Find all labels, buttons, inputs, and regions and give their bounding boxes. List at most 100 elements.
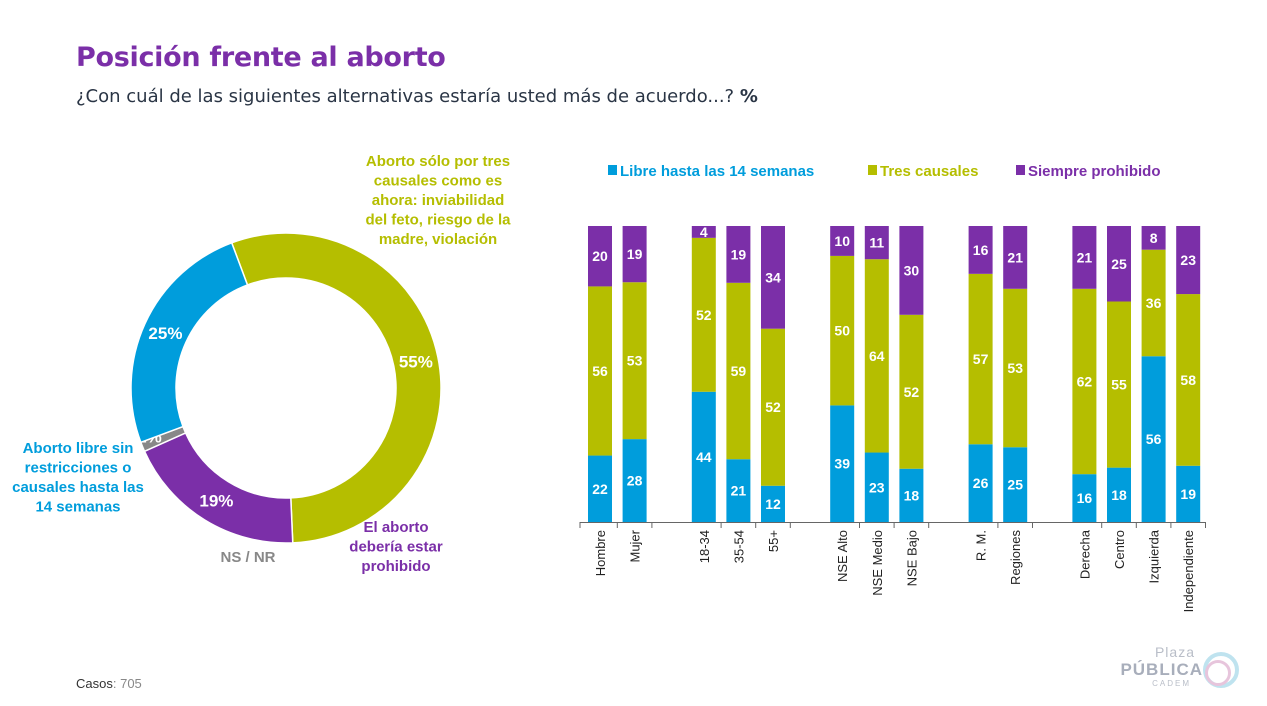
bar-value-label: 50 [834,323,850,339]
donut-slice-tres [230,232,442,544]
category-label: 55+ [766,530,781,552]
bar-segment-libre [588,455,612,522]
bar-value-label: 19 [627,246,643,262]
donut-value-prohibido: 19% [199,492,233,511]
donut-chart: 55% Aborto sólo por tres causales como es a… [12,153,511,575]
bar-segment-prohibido [968,226,993,274]
bar-value-label: 44 [696,449,712,465]
bar-segment-tres [968,273,993,445]
bar-value-label: 39 [834,456,850,472]
bar-value-label: 20 [592,248,608,264]
bar-segment-prohibido [726,226,751,283]
bar-segment-tres [588,286,612,456]
bar-segment-prohibido [1072,226,1097,289]
donut-slice-libre [130,241,249,444]
logo-ring-inner-icon [1205,660,1231,686]
category-label: NSE Alto [835,530,850,582]
bar-value-label: 26 [973,475,989,491]
bar-value-label: 19 [1180,486,1196,502]
logo-line-1: Plaza [1154,644,1195,660]
bar-segment-tres [1176,294,1201,466]
donut-value-tres: 55% [399,353,433,372]
bar-segment-tres [622,282,647,440]
legend-label-libre: Libre hasta las 14 semanas [620,163,814,180]
legend-swatch-prohibido [1016,165,1025,175]
category-label: NSE Medio [870,530,885,596]
page-subtitle: ¿Con cuál de las siguientes alternativas… [76,86,758,107]
bar-segment-tres [864,259,889,453]
bar-segment-prohibido [864,226,889,260]
logo-line-3: CADEM [1152,679,1191,688]
bar-segment-prohibido [1141,226,1166,250]
donut-label-prohibido: prohibido [361,558,430,575]
legend-label-prohibido: Siempre prohibido [1028,163,1161,180]
donut-label-tres: Aborto sólo por tres [366,153,510,170]
bar-value-label: 21 [1077,249,1093,265]
donut-slice-prohibido [143,431,294,544]
bar-segment-libre [864,452,889,522]
bar-value-label: 55 [1111,377,1127,393]
bar-value-label: 18 [904,487,920,503]
bar-value-label: 53 [627,353,643,369]
bar-segment-libre [726,459,751,522]
category-label: Izquierda [1147,529,1162,583]
bar-value-label: 36 [1146,295,1162,311]
bar-segment-tres [1107,301,1131,468]
bar-segment-prohibido [830,226,855,256]
donut-label-tres: causales como es [374,173,502,190]
bar-segment-tres [1003,288,1028,448]
bar-segment-prohibido [1003,226,1028,289]
donut-label-libre: restricciones o [25,460,132,477]
cases-footer: Casos: 705 [76,676,142,691]
bar-value-label: 53 [1007,360,1023,376]
legend-label-tres: Tres causales [880,163,978,180]
cases-label: Casos [76,676,113,691]
bar-value-label: 52 [696,307,712,323]
donut-label-tres: del feto, riesgo de la [365,212,511,229]
bar-segment-libre [622,439,647,522]
bar-value-label: 56 [592,363,608,379]
donut-value-libre: 25% [148,324,182,343]
bar-value-label: 23 [1180,252,1196,268]
category-label: Regiones [1008,530,1023,585]
logo-line-2: PÚBLICA [1120,660,1203,679]
bar-value-label: 56 [1146,431,1162,447]
category-label: R. M. [974,530,989,561]
bar-segment-prohibido [1176,226,1201,295]
bar-value-label: 52 [904,384,920,400]
donut-label-libre: Aborto libre sin [23,440,134,457]
bar-value-label: 57 [973,351,989,367]
bar-segment-libre [1003,447,1028,522]
bar-value-label: 16 [973,242,989,258]
donut-label-libre: 14 semanas [35,499,120,516]
bar-segment-tres [830,255,855,406]
legend-swatch-tres [868,165,877,175]
category-label: 35-54 [731,530,746,563]
category-label: Hombre [593,530,608,576]
bar-value-label: 52 [765,399,781,415]
bar-segment-libre [1072,474,1097,522]
donut-label-prohibido: El aborto [363,519,428,536]
bar-segment-libre [1176,465,1201,522]
bar-value-label: 22 [592,481,608,497]
subtitle-text: ¿Con cuál de las siguientes alternativas… [76,86,735,107]
bar-segment-prohibido [691,226,716,238]
bar-value-label: 16 [1077,490,1093,506]
bar-value-label: 12 [765,496,781,512]
bar-segment-prohibido [761,226,785,329]
bar-segment-prohibido [899,226,924,315]
bar-segment-tres [899,314,924,469]
donut-label-prohibido: debería estar [349,539,443,556]
bar-value-label: 58 [1180,372,1196,388]
legend-swatch-libre [608,165,617,175]
bar-value-label: 30 [904,262,920,278]
donut-label-nsnr: NS / NR [220,549,275,566]
bar-segment-prohibido [588,226,612,287]
category-label: Centro [1112,530,1127,569]
bar-value-label: 4 [700,224,708,240]
bar-value-label: 18 [1111,487,1127,503]
bar-value-label: 62 [1077,373,1093,389]
bar-value-label: 25 [1007,477,1023,493]
bar-value-label: 11 [869,235,884,251]
